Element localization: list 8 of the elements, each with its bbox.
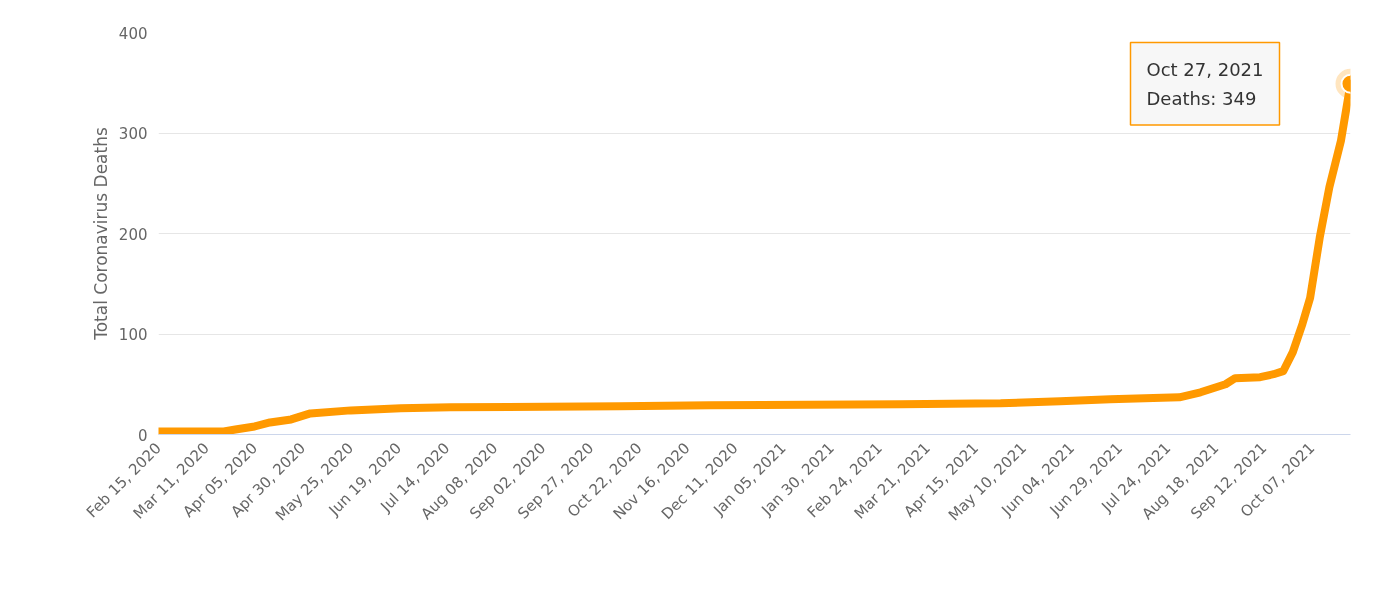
annotation: Deaths: 349 bbox=[1146, 87, 1257, 109]
y-tick-label: 0 bbox=[137, 426, 148, 445]
y-tick-label: 100 bbox=[118, 326, 148, 344]
y-tick-label: 300 bbox=[118, 125, 148, 143]
y-tick-label: 200 bbox=[118, 225, 148, 244]
y-tick-label: 400 bbox=[118, 24, 148, 43]
annotation: Oct 27, 2021 bbox=[1146, 58, 1264, 80]
y-axis-title: Total Coronavirus Deaths bbox=[90, 127, 111, 341]
